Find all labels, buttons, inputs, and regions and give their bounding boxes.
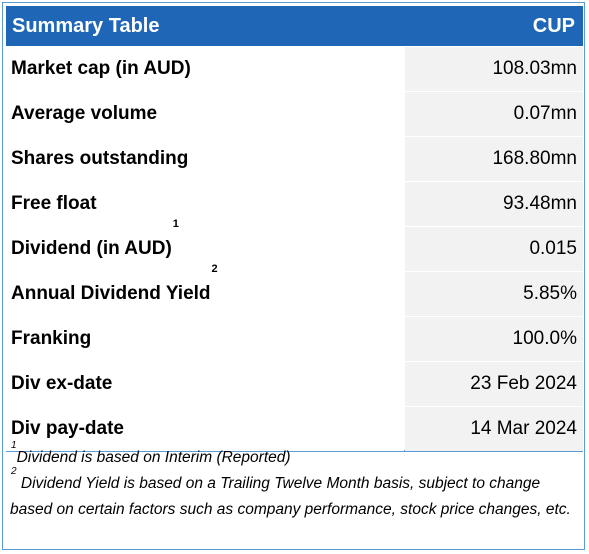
row-value: 5.85% <box>405 272 583 316</box>
row-label-text: Dividend (in AUD) <box>11 238 172 259</box>
ticker-label: CUP <box>532 15 575 37</box>
row-label-text: Market cap (in AUD) <box>11 58 191 79</box>
row-value: 0.07mn <box>405 92 583 136</box>
row-label-text: Div ex-date <box>11 373 113 394</box>
table-header: Summary Table CUP <box>6 6 583 46</box>
table-row: Div ex-date 23 Feb 2024 <box>6 362 583 407</box>
row-label: Market cap (in AUD) <box>6 47 404 91</box>
footnote-marker: 2 <box>211 263 218 275</box>
row-label-text: Free float <box>11 193 97 214</box>
row-label: Franking <box>6 317 404 361</box>
table-row: Franking 100.0% <box>6 317 583 362</box>
table-row: Annual Dividend Yield2 5.85% <box>6 264 583 317</box>
footnote: 1Dividend is based on Interim (Reported) <box>10 441 575 471</box>
row-label-text: Div pay-date <box>11 418 124 439</box>
footnotes: 1Dividend is based on Interim (Reported)… <box>10 441 575 523</box>
row-label-text: Annual Dividend Yield <box>11 283 211 304</box>
row-value: 93.48mn <box>405 182 583 226</box>
footnote-text: Dividend Yield is based on a Trailing Tw… <box>10 475 571 518</box>
row-label: Annual Dividend Yield2 <box>6 264 404 316</box>
row-value: 100.0% <box>405 317 583 361</box>
table-row: Div pay-date 14 Mar 2024 <box>6 407 583 452</box>
row-value: 168.80mn <box>405 137 583 181</box>
row-label: Shares outstanding <box>6 137 404 181</box>
row-label-text: Franking <box>11 328 92 349</box>
footnote-marker: 1 <box>172 218 179 230</box>
footnote-number: 1 <box>11 440 17 451</box>
table-row: Shares outstanding 168.80mn <box>6 137 583 182</box>
table-row: Free float 93.48mn <box>6 182 583 227</box>
row-label: Div pay-date <box>6 407 404 451</box>
footnote: 2 Dividend Yield is based on a Trailing … <box>10 467 575 523</box>
table-row: Average volume 0.07mn <box>6 92 583 137</box>
row-label: Free float <box>6 182 404 226</box>
table-row: Market cap (in AUD) 108.03mn <box>6 47 583 92</box>
row-label: Average volume <box>6 92 404 136</box>
row-label-text: Average volume <box>11 103 158 124</box>
footnote-number: 2 <box>11 466 17 477</box>
row-value: 108.03mn <box>405 47 583 91</box>
row-value: 0.015 <box>405 227 583 271</box>
row-label-text: Shares outstanding <box>11 148 189 169</box>
row-value: 14 Mar 2024 <box>405 407 583 451</box>
footnote-text: Dividend is based on Interim (Reported) <box>16 449 291 466</box>
table-title: Summary Table <box>12 15 160 37</box>
row-value: 23 Feb 2024 <box>405 362 583 406</box>
row-label: Div ex-date <box>6 362 404 406</box>
row-label: Dividend (in AUD)1 <box>6 219 404 271</box>
summary-rows: Market cap (in AUD) 108.03mn Average vol… <box>6 47 583 452</box>
table-row: Dividend (in AUD)1 0.015 <box>6 219 583 272</box>
